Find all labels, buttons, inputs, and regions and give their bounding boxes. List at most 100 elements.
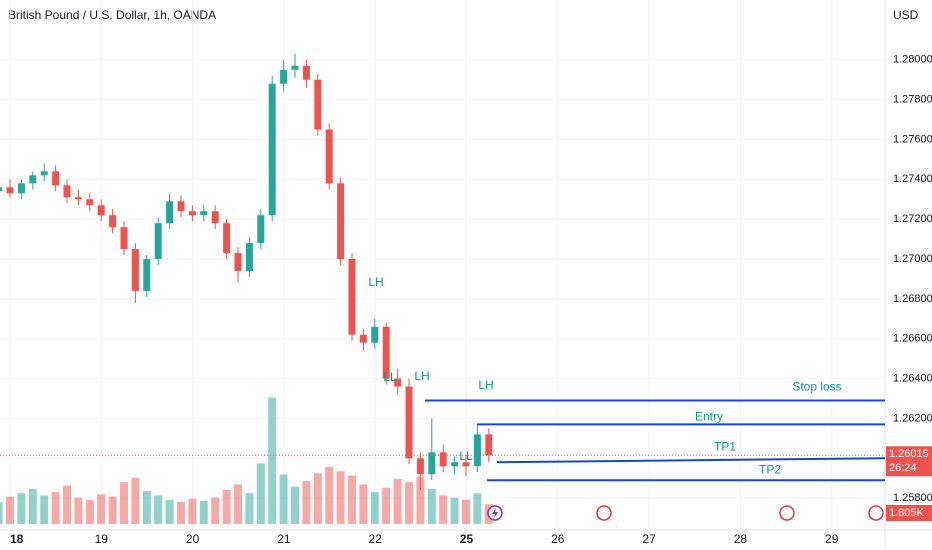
volume-bar (222, 489, 231, 524)
candle-body (257, 215, 265, 244)
volume-bar (63, 485, 71, 524)
event-icon[interactable] (779, 505, 795, 521)
candle-body (428, 452, 436, 475)
price-label-box (886, 446, 932, 477)
y-tick-label: 1.27600 (893, 133, 932, 145)
y-tick-label: 1.26800 (893, 293, 932, 305)
x-tick-label: 27 (642, 532, 656, 546)
swing-label: LH (478, 378, 493, 392)
candles (0, 53, 493, 491)
volume-bar (234, 484, 242, 524)
candle-body (52, 171, 60, 186)
volume-bar (142, 491, 151, 524)
volume-bar (0, 502, 3, 524)
volume-bar (382, 487, 391, 524)
candle-body (485, 434, 493, 456)
x-tick-label: 20 (186, 532, 200, 546)
level-label: Stop loss (792, 380, 841, 394)
candle-body (462, 462, 470, 467)
volume-bar (177, 502, 185, 524)
overlay: 1.26015 26:24 1.805K Stop loss Entry TP1 TP2 LH… (0, 275, 932, 521)
candle-body (143, 259, 151, 291)
candle-body (280, 69, 288, 84)
candle-body (348, 259, 356, 335)
x-tick-label: 19 (95, 532, 109, 546)
candle-body (6, 187, 14, 194)
y-tick-label: 1.28000 (893, 54, 932, 66)
volume-bar (359, 484, 368, 524)
y-tick-label: 1.27400 (893, 173, 932, 185)
volume-bar (131, 477, 140, 524)
volume-bar (154, 495, 163, 524)
volume-bar (279, 474, 288, 524)
swing-label: LH (414, 369, 429, 383)
x-tick-label: 26 (551, 532, 565, 546)
event-icon[interactable] (868, 505, 884, 521)
candle-body (325, 129, 333, 184)
volume-bar (336, 471, 345, 524)
candle-body (166, 201, 174, 224)
event-icons (487, 505, 884, 521)
volume-bar (325, 466, 334, 524)
candle-body (302, 65, 310, 80)
event-icon-glyph (492, 508, 498, 518)
volume-bar (439, 495, 448, 524)
y-tick-label: 1.27800 (893, 94, 932, 106)
candle-body (473, 434, 481, 467)
candle-body (131, 249, 139, 291)
swing-label: LL (459, 449, 473, 463)
volume-bar (6, 496, 14, 524)
volume-bar (256, 463, 265, 524)
event-icon[interactable] (596, 505, 612, 521)
candle-body (291, 65, 299, 70)
x-tick-label: 21 (277, 532, 291, 546)
volume-bar (302, 481, 311, 524)
candle-body (439, 452, 447, 467)
candle-body (86, 199, 94, 206)
candle-body (211, 211, 219, 224)
x-tick-label: 29 (825, 532, 839, 546)
volume-bar (313, 473, 322, 524)
volume-bar (370, 492, 379, 524)
volume-bar (74, 497, 83, 524)
candle-body (97, 205, 105, 216)
candle-body (245, 243, 253, 271)
volume-bar (199, 500, 208, 524)
volume-bar (97, 494, 106, 524)
candle-body (17, 183, 25, 194)
candle-body (314, 79, 322, 130)
currency: USD (893, 8, 919, 22)
chart-title: British Pound / U.S. Dollar, 1h, OANDA (8, 8, 216, 22)
y-tick-label: 1.26600 (893, 333, 932, 345)
candle-body (337, 183, 345, 260)
volume-bar (85, 499, 94, 524)
candle-body (451, 462, 459, 467)
candle-body (29, 175, 37, 184)
candle-body (63, 185, 71, 198)
swing-label: LH (368, 275, 383, 289)
x-tick-label: 28 (734, 532, 748, 546)
volume-bar (28, 488, 37, 524)
y-tick-label: 1.25800 (893, 492, 932, 504)
candle-body (234, 253, 242, 271)
x-tick-label: 18 (10, 532, 24, 546)
volume-bar (450, 497, 459, 524)
volume-bar (416, 476, 425, 524)
candle-body (223, 223, 231, 254)
candle-body (154, 223, 162, 260)
candle-body (416, 458, 424, 475)
candle-body (120, 227, 128, 250)
level-label: TP2 (759, 462, 781, 476)
level-label: Entry (695, 410, 723, 424)
volume-label-box (886, 505, 932, 521)
volume-bar (211, 497, 220, 524)
candle-body (200, 211, 208, 216)
volume-bar (291, 486, 299, 524)
volume (0, 397, 493, 524)
volume-bar (268, 397, 277, 524)
y-tick-label: 1.27200 (893, 213, 932, 225)
x-tick-label: 25 (460, 532, 474, 546)
volume-bar (188, 498, 197, 524)
volume-bar (245, 493, 254, 524)
